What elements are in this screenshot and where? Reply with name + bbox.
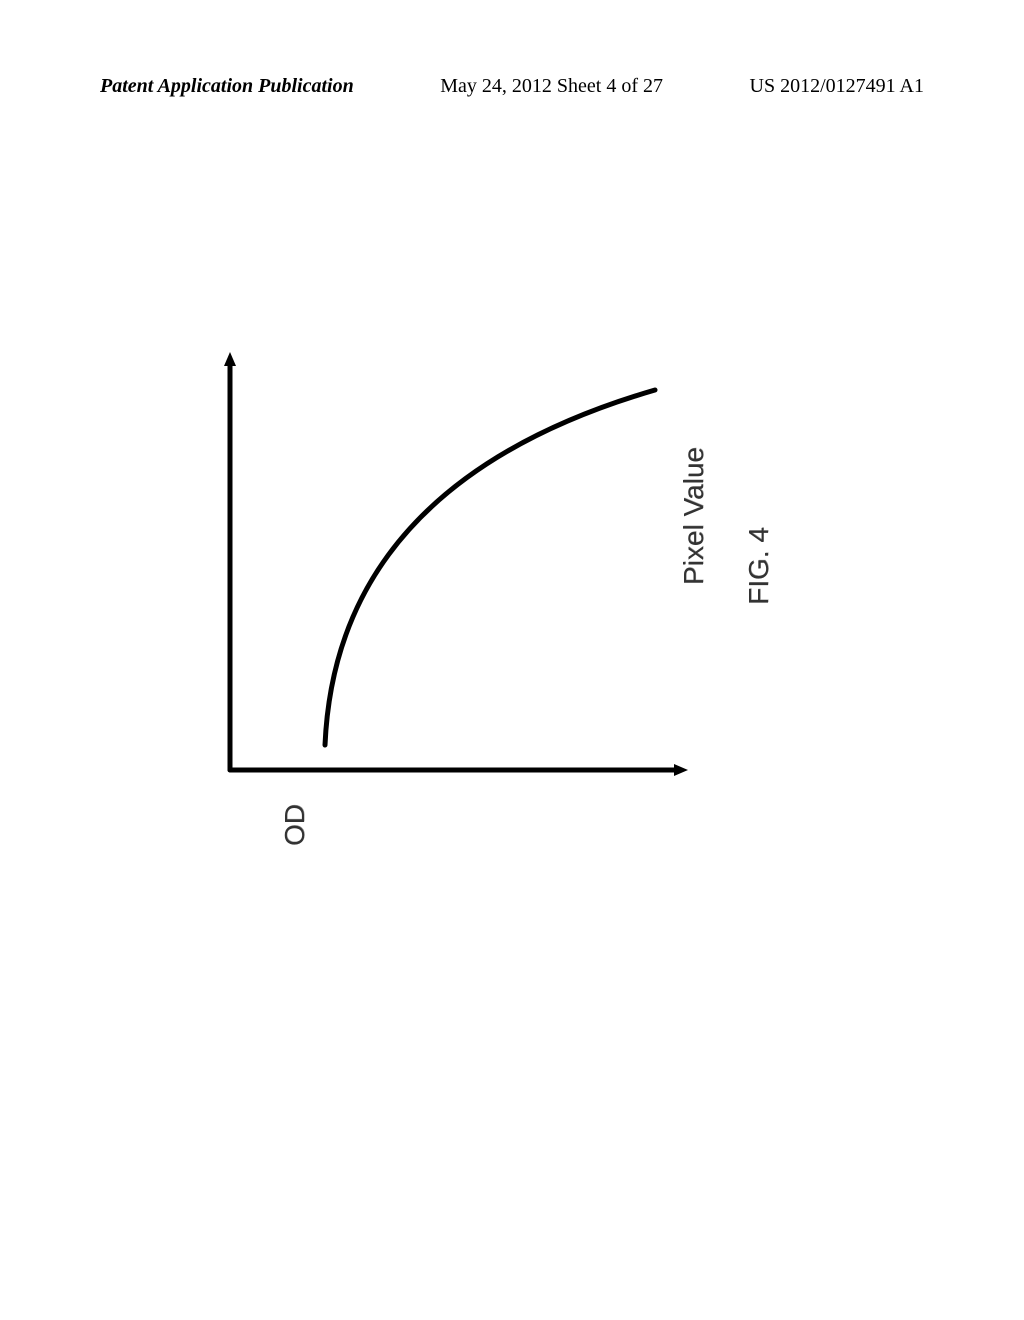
y-axis-arrow [224, 352, 236, 366]
header-publication-type: Patent Application Publication [100, 75, 354, 98]
page-header: Patent Application Publication May 24, 2… [0, 75, 1024, 98]
y-axis-label: OD [279, 804, 311, 846]
header-date-sheet: May 24, 2012 Sheet 4 of 27 [440, 75, 663, 98]
x-axis-label: Pixel Value [678, 447, 710, 585]
chart-figure [220, 350, 690, 780]
header-publication-number: US 2012/0127491 A1 [750, 75, 924, 98]
chart-svg [220, 350, 690, 780]
figure-label: FIG. 4 [743, 527, 775, 605]
curve-line [325, 390, 655, 745]
x-axis-arrow [674, 764, 688, 776]
